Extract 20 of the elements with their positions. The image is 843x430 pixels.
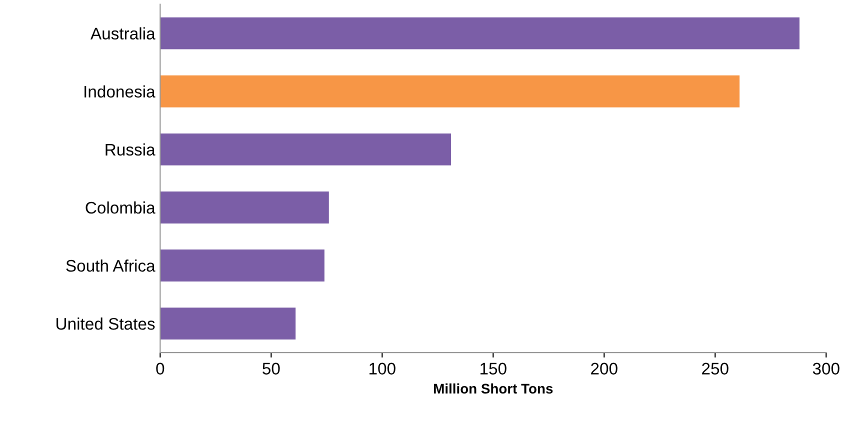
y-tick-label: Colombia (86, 201, 156, 214)
x-tick-label: 0 (156, 362, 164, 375)
bar (160, 192, 329, 224)
bar (160, 17, 800, 50)
x-tick-label: 250 (702, 362, 728, 375)
x-tick-label: 200 (591, 362, 618, 375)
bar (160, 308, 296, 340)
y-tick-label: South Africa (66, 259, 156, 272)
bar (160, 250, 324, 282)
bar (160, 133, 451, 166)
y-tick-label: Russia (106, 143, 156, 156)
y-tick-label: Australia (90, 27, 156, 40)
y-tick-label: United States (56, 318, 155, 330)
x-tick-label: 150 (480, 362, 506, 375)
x-tick-label: 300 (812, 362, 840, 375)
x-axis-title: Million Short Tons (434, 383, 553, 394)
bar (160, 75, 740, 108)
y-tick-label: Indonesia (84, 85, 156, 98)
x-tick-label: 50 (262, 362, 280, 375)
x-tick-label: 100 (370, 362, 396, 375)
